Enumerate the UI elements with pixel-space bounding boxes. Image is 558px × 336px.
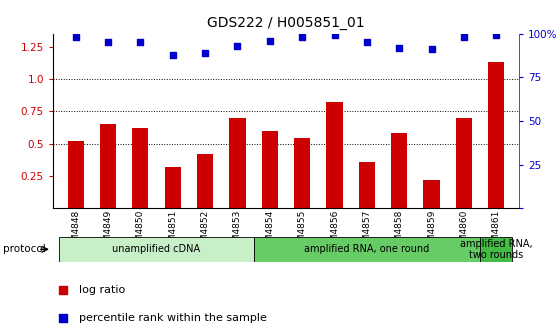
Bar [100, 124, 116, 208]
Point [169, 52, 177, 57]
Bar [326, 102, 343, 208]
Point [136, 40, 145, 45]
Bar [424, 180, 440, 208]
Point [59, 316, 68, 321]
Point [459, 34, 468, 40]
Bar [480, 237, 512, 262]
Bar [60, 237, 254, 262]
Bar [254, 237, 480, 262]
Bar [294, 138, 310, 208]
Bar [197, 154, 213, 208]
Bar [262, 131, 278, 208]
Bar [359, 162, 375, 208]
Point [427, 47, 436, 52]
Point [330, 33, 339, 38]
Bar [68, 141, 84, 208]
Bar [229, 118, 246, 208]
Title: GDS222 / H005851_01: GDS222 / H005851_01 [207, 16, 365, 30]
Bar [132, 128, 148, 208]
Point [201, 50, 210, 55]
Point [492, 33, 501, 38]
Text: unamplified cDNA: unamplified cDNA [113, 245, 201, 254]
Bar [488, 62, 504, 208]
Point [395, 45, 403, 50]
Bar [391, 133, 407, 208]
Point [59, 287, 68, 293]
Text: amplified RNA, one round: amplified RNA, one round [304, 245, 430, 254]
Point [297, 34, 306, 40]
Point [362, 40, 371, 45]
Text: amplified RNA,
two rounds: amplified RNA, two rounds [460, 239, 532, 260]
Text: protocol: protocol [3, 244, 46, 254]
Text: log ratio: log ratio [79, 285, 125, 295]
Point [71, 34, 80, 40]
Point [266, 38, 275, 43]
Point [104, 40, 113, 45]
Text: percentile rank within the sample: percentile rank within the sample [79, 313, 267, 323]
Bar [456, 118, 472, 208]
Point [233, 43, 242, 48]
Bar [165, 167, 181, 208]
